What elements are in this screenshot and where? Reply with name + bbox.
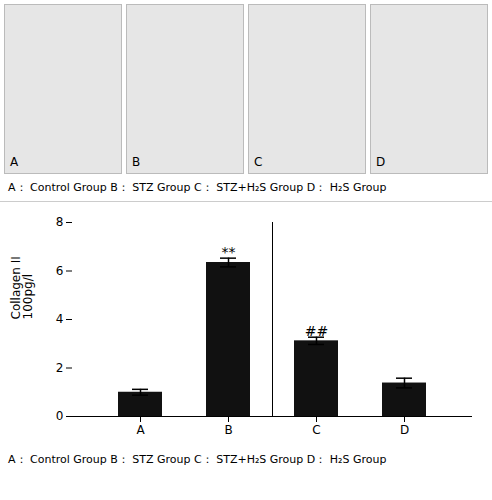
svg-text:C: C (312, 423, 320, 437)
svg-text:D: D (400, 423, 409, 437)
html-text:A： Control Group B： STZ Group: A： Control Group B： STZ Group C： STZ+H₂S… (8, 181, 387, 194)
svg-text:8: 8 (56, 215, 64, 229)
svg-text:**: ** (222, 244, 236, 260)
svg-text:A: A (136, 423, 145, 437)
html-text:A: A (10, 155, 19, 169)
svg-text:2: 2 (56, 361, 64, 375)
html-text:C: C (254, 155, 263, 169)
html-text:D: D (376, 155, 386, 169)
html-text:B: B (132, 155, 141, 169)
svg-text:##: ## (305, 323, 328, 339)
html-text:A： Control Group B： STZ Group: A： Control Group B： STZ Group C： STZ+H₂S… (8, 453, 387, 466)
svg-text:Collagen II100pg/l: Collagen II100pg/l (9, 256, 35, 319)
svg-text:B: B (224, 423, 232, 437)
svg-text:6: 6 (56, 264, 64, 278)
svg-text:0: 0 (56, 409, 64, 423)
svg-text:4: 4 (56, 312, 64, 326)
